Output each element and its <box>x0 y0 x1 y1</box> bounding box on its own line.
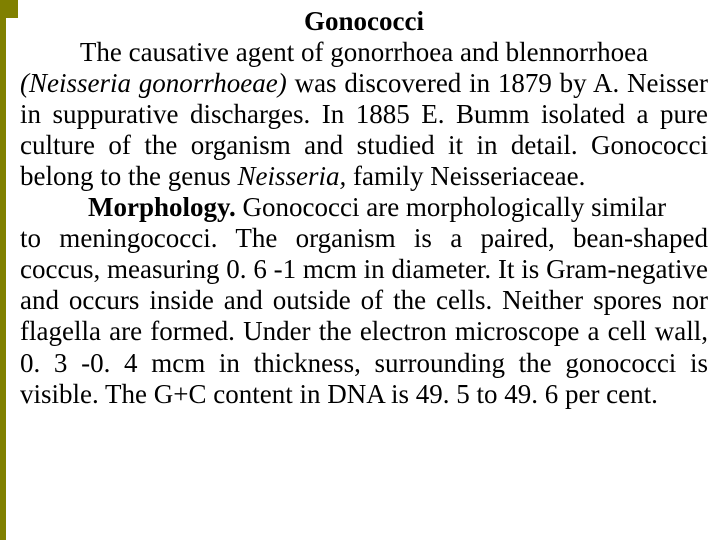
species-name: (Neisseria gonorrhoeae) <box>20 68 287 98</box>
para2-line1-rest: Gonococci are morphologically similar <box>236 192 666 222</box>
slide-title: Gonococci <box>20 6 708 37</box>
paragraph-2-line1: Morphology. Gonococci are morphologicall… <box>20 192 708 223</box>
slide-page: Gonococci The causative agent of gonorrh… <box>0 0 720 540</box>
subtitle-line: The causative agent of gonorrhoea and bl… <box>20 37 708 68</box>
genus-name: Neisseria, <box>237 161 346 191</box>
paragraph-1: (Neisseria gonorrhoeae) was discovered i… <box>20 68 708 192</box>
para1-text-b: family Neisseriaceae. <box>346 161 585 191</box>
accent-bar <box>0 0 6 540</box>
paragraph-2-body: to meningococci. The organism is a paire… <box>20 223 708 409</box>
accent-square <box>0 0 18 18</box>
morphology-heading: Morphology. <box>88 192 236 222</box>
